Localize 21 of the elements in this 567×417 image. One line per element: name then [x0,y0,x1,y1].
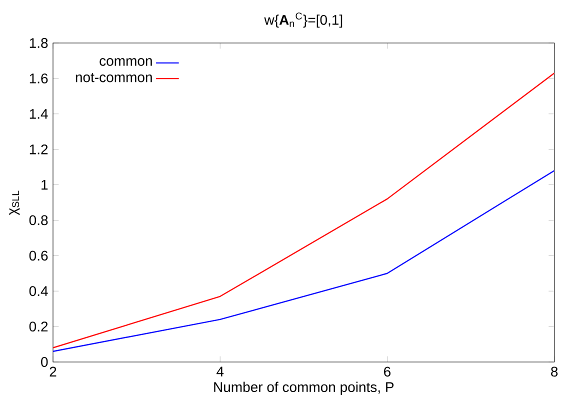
y-tick-label: 1 [42,180,48,190]
y-tick-label: 0.6 [29,250,48,261]
y-tick-label: 1.2 [30,144,48,154]
x-tick-label: 4 [216,366,224,376]
chart-title: w{A$_{n}$$^{C}$}=[0,1] [264,12,342,28]
x-tick-label: 6 [384,366,390,377]
line-series [53,170,554,352]
line-series [53,72,554,348]
y-tick-label: 1.8 [30,38,48,48]
y-tick-label: 0.8 [29,215,48,226]
y-tick-label: 0.4 [29,286,48,296]
x-tick-label: 8 [551,366,558,377]
y-axis-title: χ$_{SLL}$ [9,190,20,216]
y-tick-label: 1.6 [30,73,48,84]
y-tick-label: 1.4 [30,109,48,119]
y-tick-label: 0 [41,357,48,367]
x-axis-title: Number of common points, P [214,382,394,395]
y-tick-label: 0.2 [29,322,48,332]
legend-label: not-common [76,73,152,82]
legend-label: common [100,58,152,66]
x-tick-label: 2 [50,366,56,376]
